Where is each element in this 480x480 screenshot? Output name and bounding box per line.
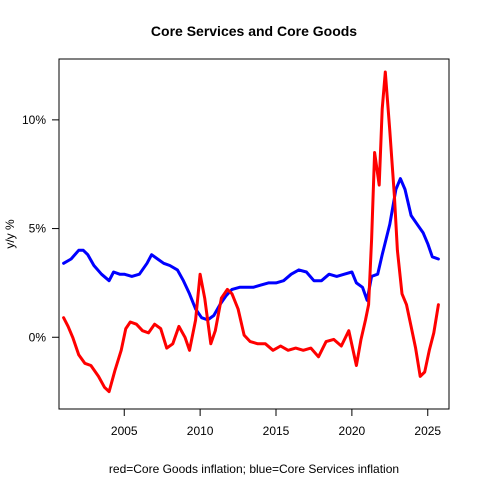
plot-frame: [58, 58, 450, 410]
y-tick-label: 10%: [22, 113, 46, 127]
series-line-1: [62, 70, 440, 394]
x-tick-label: 2020: [339, 424, 366, 438]
y-axis: 0% 5% 10%: [22, 113, 60, 344]
y-axis-label: y/y %: [3, 219, 17, 249]
x-axis-label: red=Core Goods inflation; blue=Core Serv…: [109, 462, 399, 476]
x-tick-label: 2010: [187, 424, 214, 438]
x-axis: 2005 2010 2015 2020 2025: [111, 408, 441, 438]
chart-title: Core Services and Core Goods: [151, 23, 357, 39]
series-layer: [62, 70, 440, 394]
y-tick-label: 5%: [29, 222, 47, 236]
x-tick-label: 2025: [414, 424, 441, 438]
series-line-0: [62, 177, 440, 322]
x-tick-label: 2015: [263, 424, 290, 438]
x-tick-label: 2005: [111, 424, 138, 438]
y-tick-label: 0%: [29, 330, 47, 344]
